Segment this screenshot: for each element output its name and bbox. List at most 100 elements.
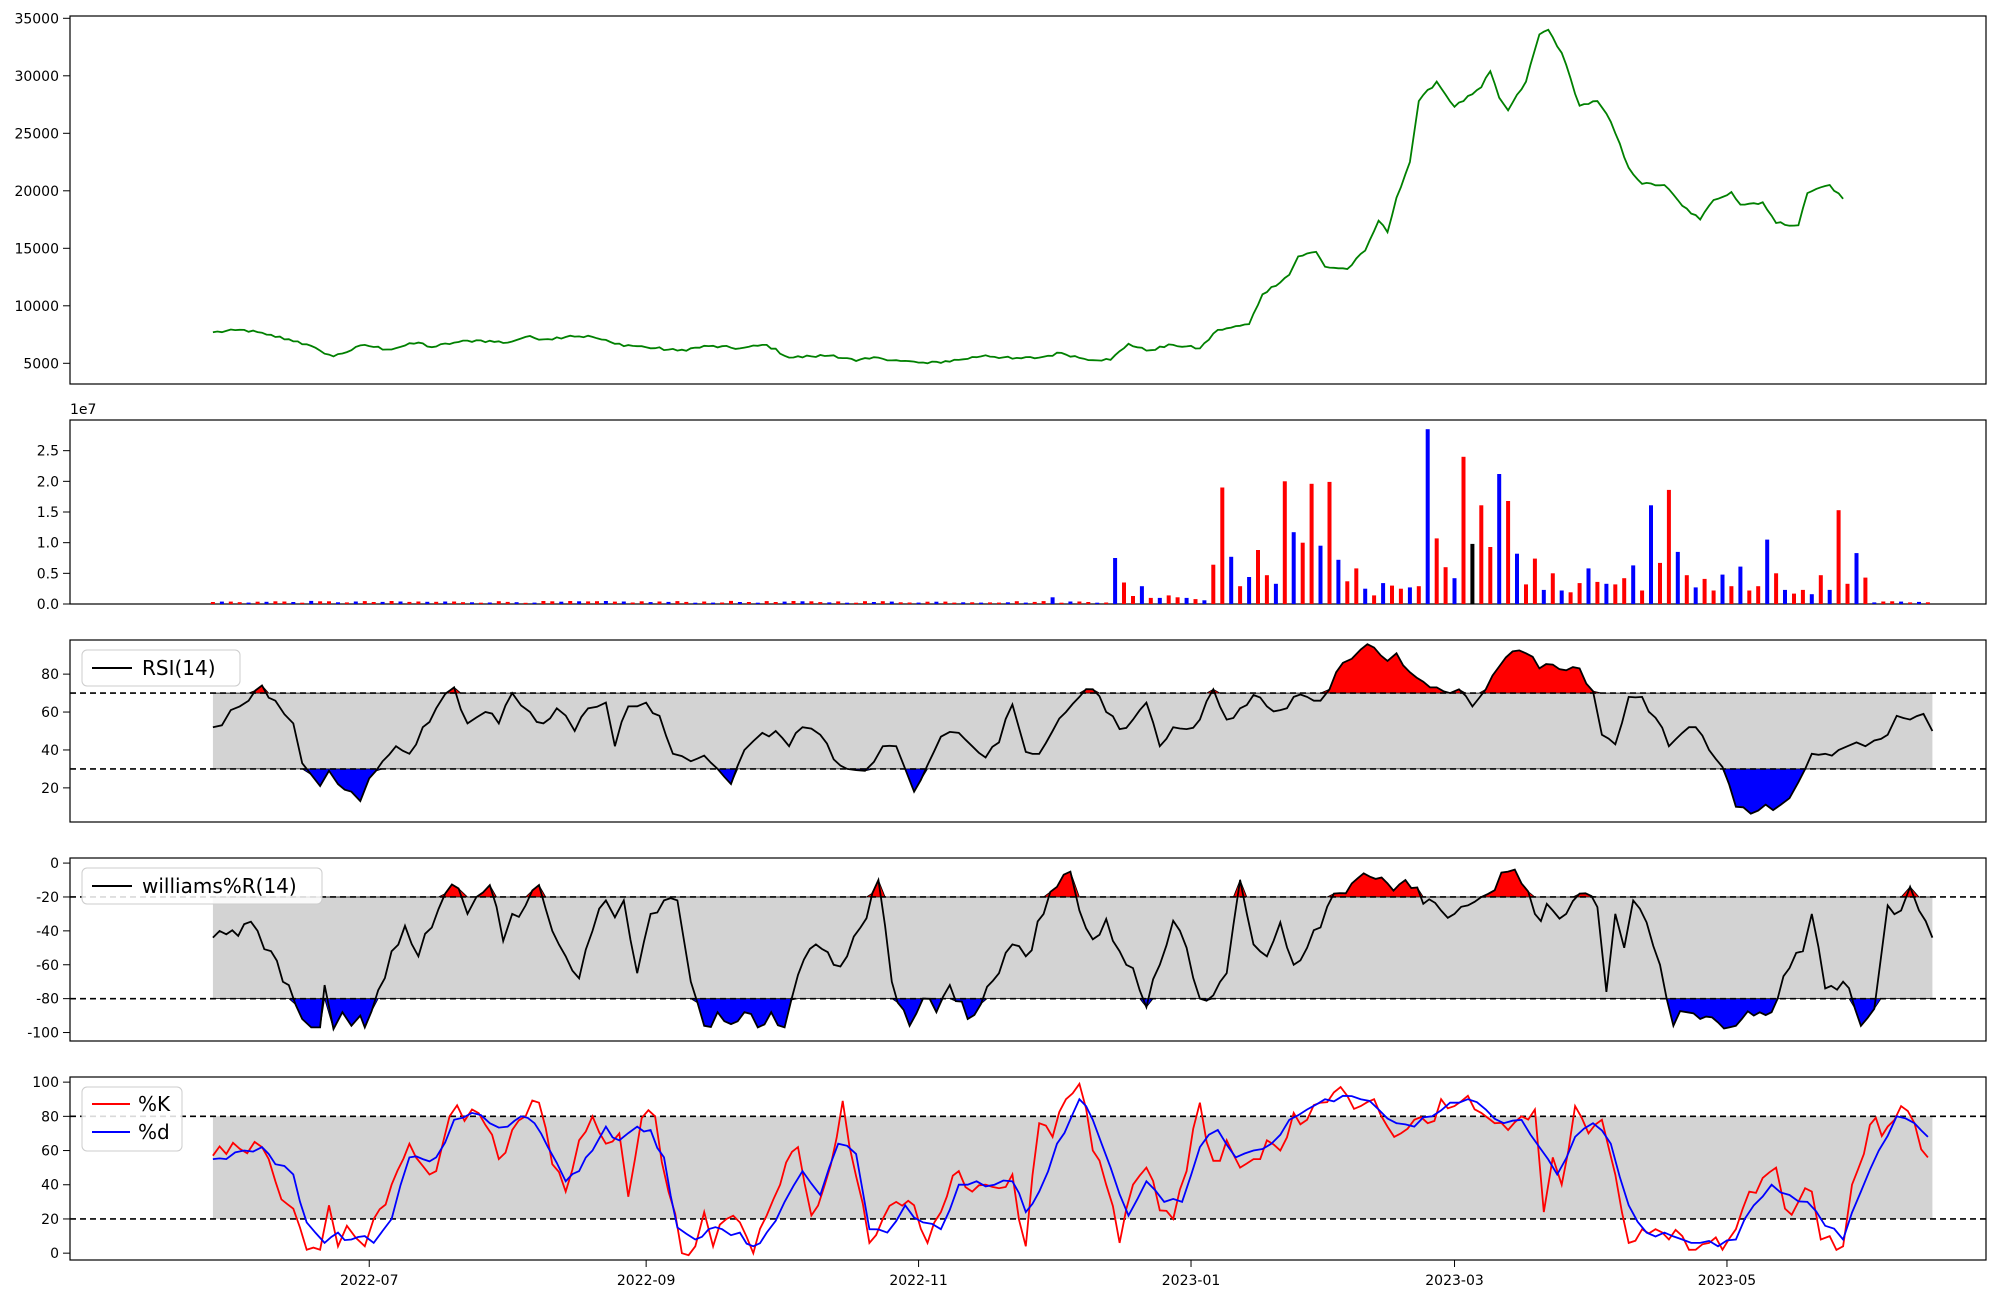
indicator-line [212, 868, 1934, 1032]
volume-bar [1863, 577, 1868, 604]
volume-bar [407, 601, 412, 604]
volume-bar [1506, 501, 1511, 604]
volume-bar [1720, 574, 1725, 604]
panel-4: 0 -20 -40 -60 -80 -100 williams%R(14) [27, 856, 1987, 1042]
price-line [212, 28, 1844, 365]
volume-bar [1166, 595, 1171, 604]
volume-bar [809, 601, 814, 604]
y-tick-label: 80 [41, 667, 59, 683]
volume-bar [1068, 601, 1073, 604]
volume-bar [416, 601, 421, 604]
volume-bar [1175, 597, 1180, 604]
volume-bar [1398, 588, 1403, 604]
volume-bar [478, 602, 483, 604]
x-tick-label: 2023-03 [1425, 1273, 1484, 1289]
legend-label: %K [138, 1092, 171, 1116]
volume-bar [693, 602, 698, 604]
volume-bar [389, 601, 394, 604]
volume-bar [1327, 481, 1332, 604]
y-tick-label: 30000 [14, 69, 59, 85]
y-tick-label: 0 [50, 856, 59, 872]
volume-bar [1809, 594, 1814, 604]
volume-bar [1372, 595, 1377, 604]
panel-2: 0.0 0.5 1.0 1.5 2.0 2.5 1e7 [37, 402, 1987, 613]
volume-bar [711, 602, 716, 604]
volume-bar [871, 602, 876, 604]
volume-bar [925, 601, 930, 604]
volume-bar [559, 601, 564, 604]
y-tick-label: 0.5 [37, 566, 59, 582]
y-tick-label: -40 [36, 924, 59, 940]
volume-bar [1800, 589, 1805, 604]
volume-bar [1488, 547, 1493, 604]
volume-bar [1675, 551, 1680, 604]
volume-bar [362, 601, 367, 604]
volume-bar [800, 601, 805, 604]
x-tick-label: 2022-11 [889, 1273, 948, 1289]
volume-bar [228, 601, 233, 604]
volume-bar [1211, 564, 1216, 604]
volume-bar [782, 601, 787, 604]
volume-bar [1202, 600, 1207, 604]
volume-bar [282, 601, 287, 604]
volume-bar [1774, 573, 1779, 604]
y-tick-label: 2.0 [37, 474, 59, 490]
volume-bar [1622, 578, 1627, 604]
volume-bar [514, 602, 519, 604]
volume-bar [684, 601, 689, 604]
volume-bar [1577, 583, 1582, 604]
x-tick-label: 2022-09 [617, 1273, 676, 1289]
volume-bar [371, 602, 376, 604]
volume-bar [1917, 601, 1921, 604]
volume-bar [452, 601, 457, 604]
y-tick-label: 0.0 [37, 597, 59, 613]
volume-bar [630, 602, 635, 604]
volume-bar [1640, 590, 1645, 604]
y-tick-label: 40 [41, 743, 59, 759]
d-line [212, 1094, 1929, 1248]
volume-bar [1095, 602, 1100, 604]
volume-bar [1872, 602, 1877, 604]
volume-bar [1854, 553, 1859, 604]
volume-bar [532, 602, 537, 604]
volume-bar [487, 602, 492, 604]
volume-bar [979, 602, 984, 604]
volume-bar [1122, 582, 1126, 604]
volume-bar [586, 601, 591, 604]
volume-bar [1631, 565, 1636, 604]
y-offset-label: 1e7 [70, 402, 96, 418]
volume-bar [845, 602, 850, 604]
volume-bar [1541, 589, 1546, 604]
volume-bar [210, 602, 215, 604]
volume-bar [702, 601, 707, 604]
volume-bar [1273, 583, 1278, 604]
x-tick-label: 2023-01 [1162, 1273, 1221, 1289]
volume-bar [461, 602, 465, 604]
k-line [212, 1081, 1929, 1257]
legend-label: williams%R(14) [142, 874, 297, 898]
volume-bar [505, 601, 510, 604]
volume-bar [219, 601, 224, 604]
neutral-band [212, 896, 1933, 999]
y-tick-label: 20 [41, 781, 59, 797]
volume-bar [1050, 597, 1055, 604]
volume-bar [1390, 585, 1394, 604]
volume-bar [1470, 543, 1475, 604]
volume-bar [1363, 588, 1368, 604]
volume-bar [907, 602, 912, 604]
volume-bar [729, 600, 733, 604]
y-tick-label: -60 [36, 958, 59, 974]
volume-bar [1256, 550, 1260, 604]
volume-bar [943, 601, 948, 604]
volume-bar [1148, 597, 1153, 604]
volume-bar [970, 602, 975, 604]
volume-bar [434, 601, 439, 604]
volume-bar [1443, 567, 1448, 604]
x-tick-label: 2022-07 [340, 1273, 399, 1289]
volume-bar [1318, 545, 1323, 604]
volume-bar [443, 601, 448, 604]
volume-bar [961, 602, 966, 604]
volume-bar [818, 602, 823, 604]
legend [81, 649, 241, 687]
